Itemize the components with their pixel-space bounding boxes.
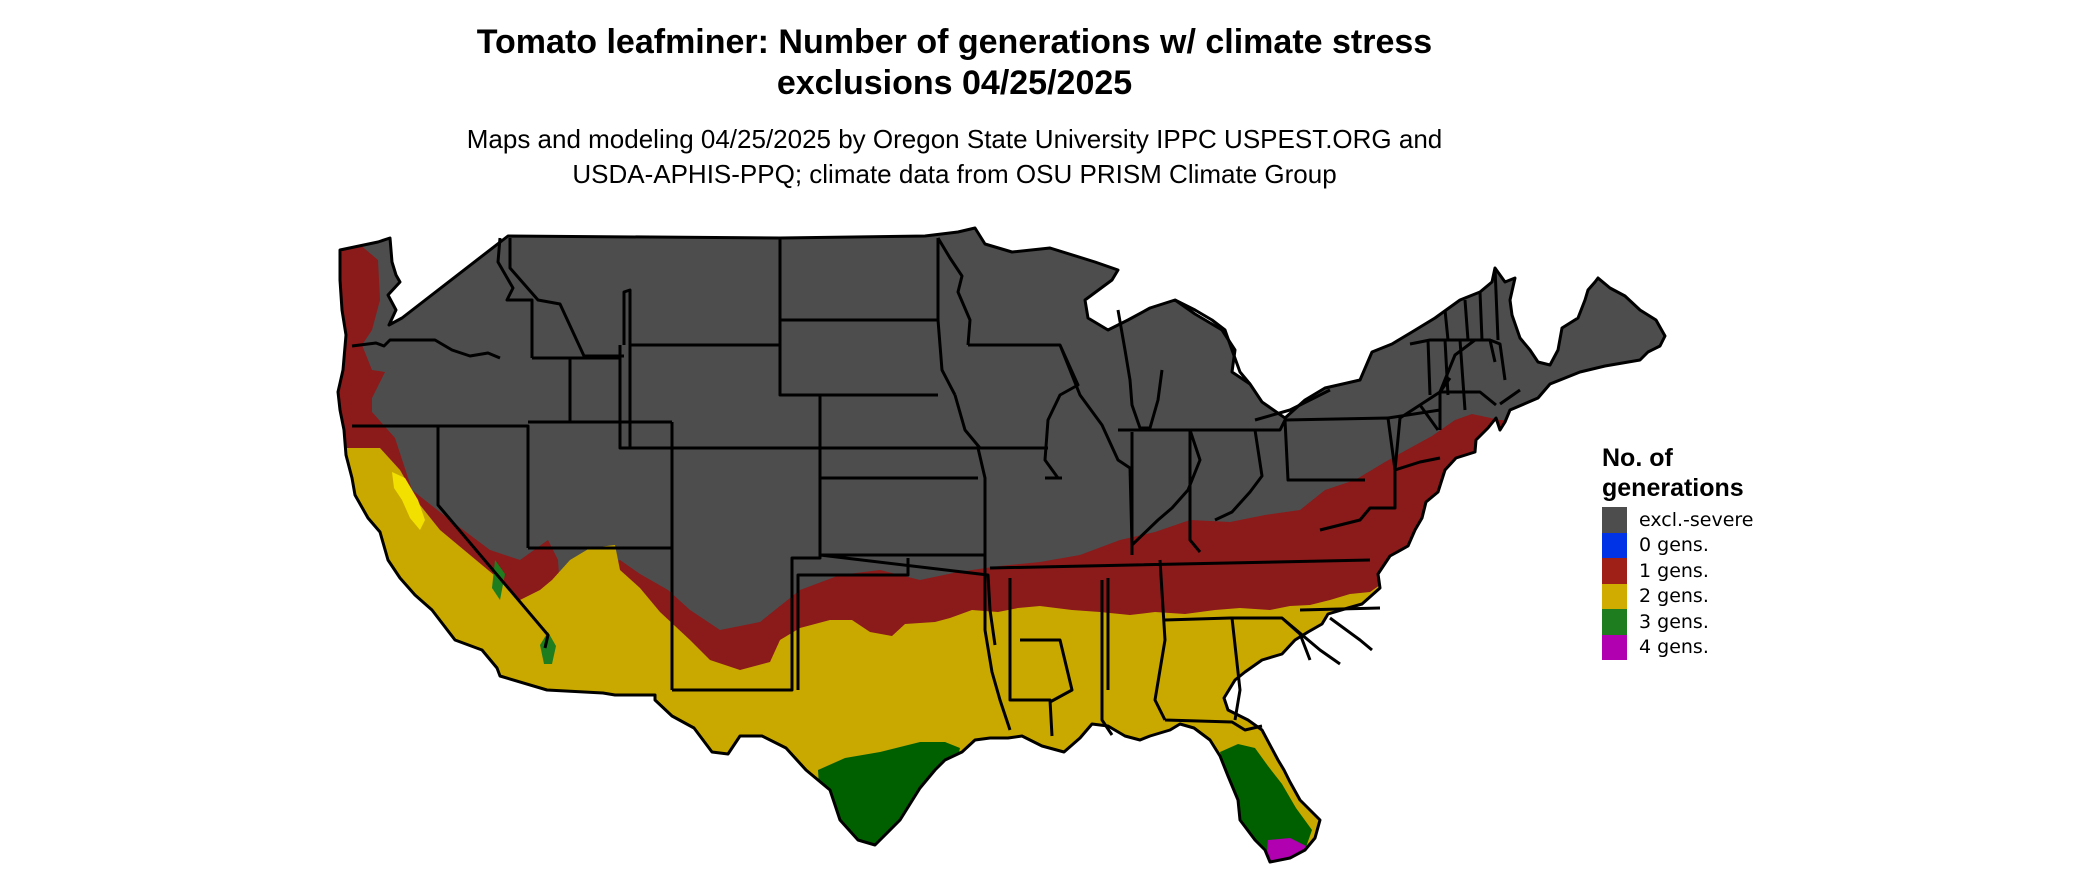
generations-legend: No. of generations excl.-severe 0 gens. … [1602,443,1754,660]
legend-title: No. of generations [1602,443,1754,503]
map-subtitle-line2: USDA-APHIS-PPQ; climate data from OSU PR… [572,159,1337,189]
legend-title-line2: generations [1602,474,1744,502]
three-generation-texas [818,742,960,860]
legend-label-2-gens: 2 gens. [1639,585,1709,608]
legend-item-excluded: excl.-severe [1602,507,1754,533]
three-generation-arizona [540,632,556,664]
map-title-line2: exclusions 04/25/2025 [776,64,1133,102]
legend-label-4-gens: 4 gens. [1639,636,1709,659]
legend-label-1-gens: 1 gens. [1639,559,1709,582]
state-lines-central [778,237,1012,731]
legend-item-3-gens: 3 gens. [1602,609,1754,635]
legend-item-2-gens: 2 gens. [1602,583,1754,609]
legend-swatch-4-gens [1602,634,1627,660]
yellow-california-valley [392,472,425,530]
legend-title-line1: No. of [1602,444,1673,472]
legend-swatch-3-gens [1602,609,1627,635]
legend-swatch-0-gens [1602,532,1627,558]
legend-item-1-gens: 1 gens. [1602,558,1754,584]
state-borders [336,226,1667,864]
legend-item-4-gens: 4 gens. [1602,634,1754,660]
three-generation-florida [1220,744,1312,862]
legend-swatch-1-gens [1602,558,1627,584]
map-title: Tomato leafminer: Number of generations … [0,22,1909,104]
legend-label-excluded: excl.-severe [1639,508,1754,531]
legend-item-0-gens: 0 gens. [1602,532,1754,558]
legend-label-3-gens: 3 gens. [1639,610,1709,633]
three-generation-california [492,560,505,600]
state-lines-northeast [1387,267,1521,472]
excluded-region [338,228,1665,862]
legend-label-0-gens: 0 gens. [1639,534,1709,557]
legend-swatch-2-gens [1602,583,1627,609]
map-title-line1: Tomato leafminer: Number of generations … [476,23,1433,61]
great-lakes [1116,298,1331,430]
map-subtitle-line1: Maps and modeling 04/25/2025 by Oregon S… [466,124,1443,154]
legend-swatch-excluded [1602,507,1627,533]
state-lines-east [968,343,1397,737]
map-subtitle: Maps and modeling 04/25/2025 by Oregon S… [0,122,1909,192]
